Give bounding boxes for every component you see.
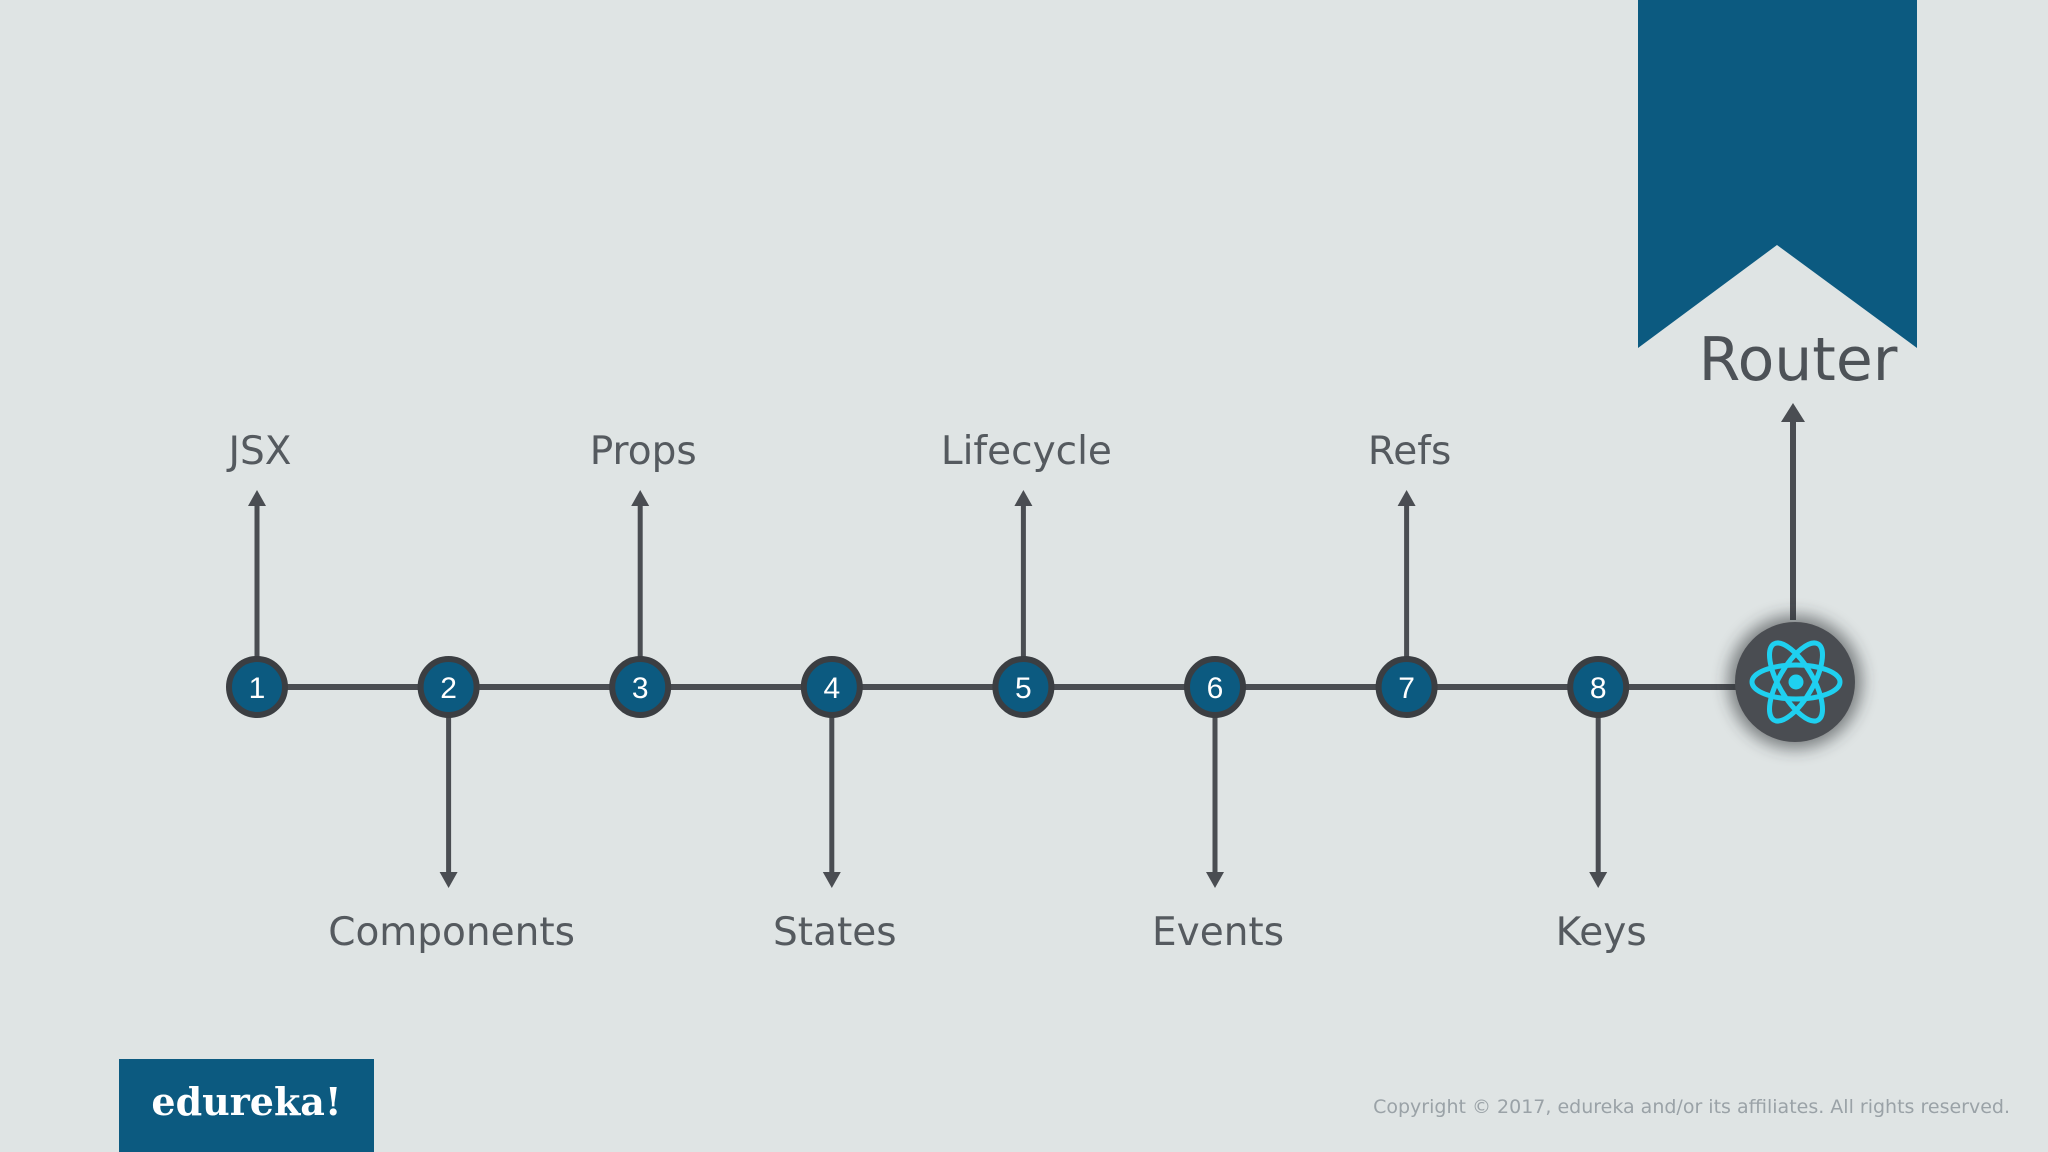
arrow-head [1014, 490, 1033, 506]
arrow-head [822, 872, 841, 888]
node-circle [992, 656, 1055, 718]
node-circle [609, 656, 672, 718]
node-number: 8 [1590, 672, 1607, 705]
edureka-logo: edureka! [119, 1059, 374, 1152]
node-circle [1184, 656, 1246, 718]
node-label-4: States [773, 910, 897, 955]
timeline-node-7: 7 [1375, 490, 1438, 718]
logo-text: edureka! [151, 1079, 342, 1124]
timeline-node-4: 4 [800, 656, 863, 888]
node-circle [1567, 656, 1630, 718]
bookmark-banner [1638, 0, 1917, 348]
node-number: 2 [440, 672, 457, 705]
node-number: 3 [632, 672, 649, 705]
node-number: 7 [1398, 672, 1415, 705]
arrow-head [1589, 872, 1608, 888]
node-circle [800, 656, 863, 718]
node-circle [226, 656, 288, 718]
node-number: 4 [823, 672, 840, 705]
node-label-2: Components [328, 910, 575, 955]
arrow-head [1397, 490, 1416, 506]
timeline-node-5: 5 [992, 490, 1055, 718]
node-number: 5 [1015, 672, 1032, 705]
react-atom-icon [1749, 640, 1843, 724]
arrow-head [439, 872, 458, 888]
node-label-3: Props [589, 429, 697, 474]
timeline-node-2: 2 [417, 656, 480, 888]
arrow-head [248, 490, 266, 506]
node-circle [1375, 656, 1438, 718]
timeline-node-6: 6 [1184, 656, 1246, 888]
node-circle [417, 656, 480, 718]
router-node [1728, 615, 1862, 749]
router-arrow [1781, 403, 1805, 620]
node-number: 1 [249, 672, 266, 705]
node-label-6: Events [1151, 910, 1285, 955]
node-label-5: Lifecycle [940, 429, 1112, 474]
copyright-notice: Copyright © 2017, edureka and/or its aff… [1373, 1096, 2010, 1118]
node-label-1: JSX [228, 429, 292, 474]
router-label: Router [1698, 325, 1898, 395]
arrow-head [631, 490, 650, 506]
arrow-head [1206, 872, 1224, 888]
timeline-node-8: 8 [1567, 656, 1630, 888]
timeline-node-3: 3 [609, 490, 672, 718]
node-number: 6 [1207, 672, 1224, 705]
timeline-node-1: 1 [226, 490, 288, 718]
node-label-8: Keys [1555, 910, 1647, 955]
node-label-7: Refs [1367, 429, 1452, 474]
